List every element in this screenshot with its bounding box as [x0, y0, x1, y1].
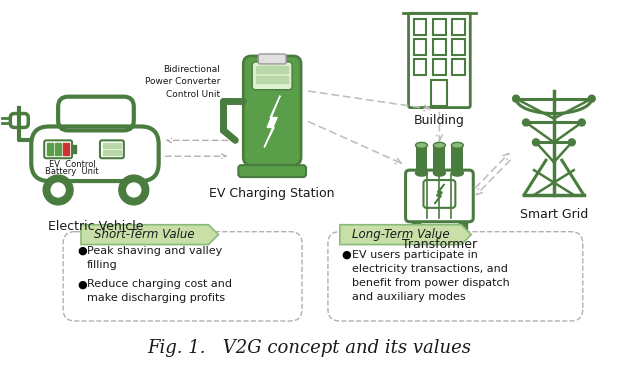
FancyBboxPatch shape	[258, 54, 286, 64]
Bar	[459, 222, 467, 230]
Bar	[431, 80, 447, 105]
Text: Electric Vehicle: Electric Vehicle	[48, 220, 144, 233]
Text: Short-Term Value: Short-Term Value	[95, 228, 195, 241]
Bar	[433, 145, 446, 173]
Bar	[256, 66, 288, 73]
Text: Transformer: Transformer	[402, 237, 477, 251]
Text: Building: Building	[414, 114, 465, 126]
Bar	[256, 76, 288, 83]
Circle shape	[569, 139, 575, 146]
Bar	[103, 150, 121, 155]
Polygon shape	[434, 184, 444, 204]
Ellipse shape	[433, 170, 446, 176]
Bar	[412, 222, 420, 230]
Text: Fig. 1.   V2G concept and its values: Fig. 1. V2G concept and its values	[147, 339, 471, 357]
Circle shape	[512, 95, 520, 102]
Circle shape	[127, 183, 141, 197]
Ellipse shape	[415, 142, 428, 148]
Polygon shape	[265, 96, 280, 147]
Bar	[433, 59, 446, 75]
Bar	[452, 39, 465, 55]
Text: EV  Control: EV Control	[49, 160, 95, 169]
Bar	[413, 59, 426, 75]
Text: EV users participate in
electricity transactions, and
benefit from power dispatc: EV users participate in electricity tran…	[352, 249, 510, 301]
Bar	[103, 143, 121, 148]
Ellipse shape	[433, 142, 446, 148]
Polygon shape	[340, 225, 472, 245]
Text: ●: ●	[77, 246, 87, 255]
Bar	[451, 145, 464, 173]
Circle shape	[43, 175, 73, 205]
Ellipse shape	[415, 170, 428, 176]
Polygon shape	[81, 225, 218, 245]
Bar	[413, 39, 426, 55]
Bar	[63, 143, 69, 155]
Text: ●: ●	[77, 279, 87, 289]
Bar	[413, 19, 426, 35]
Text: Bidirectional
Power Converter
Control Unit: Bidirectional Power Converter Control Un…	[145, 65, 221, 99]
Circle shape	[533, 139, 540, 146]
FancyBboxPatch shape	[239, 165, 306, 177]
Text: ●: ●	[342, 249, 352, 260]
Bar	[47, 143, 53, 155]
Ellipse shape	[451, 170, 464, 176]
Bar	[415, 145, 428, 173]
Bar	[72, 145, 76, 153]
FancyBboxPatch shape	[100, 140, 124, 158]
Text: Long-Term Value: Long-Term Value	[352, 228, 449, 241]
Bar	[433, 19, 446, 35]
Text: Reduce charging cost and
make discharging profits: Reduce charging cost and make dischargin…	[87, 279, 232, 303]
Circle shape	[578, 119, 585, 126]
FancyBboxPatch shape	[252, 62, 292, 90]
Circle shape	[119, 175, 149, 205]
Text: EV Charging Station: EV Charging Station	[210, 187, 335, 200]
Circle shape	[588, 95, 595, 102]
Circle shape	[523, 119, 530, 126]
Text: Smart Grid: Smart Grid	[520, 208, 588, 221]
Bar	[55, 143, 61, 155]
Text: Peak shaving and valley
filling: Peak shaving and valley filling	[87, 246, 222, 270]
Bar	[452, 59, 465, 75]
Text: Battery  Unit: Battery Unit	[45, 167, 99, 176]
FancyBboxPatch shape	[44, 140, 72, 158]
FancyBboxPatch shape	[63, 232, 302, 321]
FancyBboxPatch shape	[328, 232, 583, 321]
Bar	[433, 39, 446, 55]
Circle shape	[51, 183, 65, 197]
Bar	[452, 19, 465, 35]
FancyBboxPatch shape	[243, 56, 301, 165]
Ellipse shape	[451, 142, 464, 148]
